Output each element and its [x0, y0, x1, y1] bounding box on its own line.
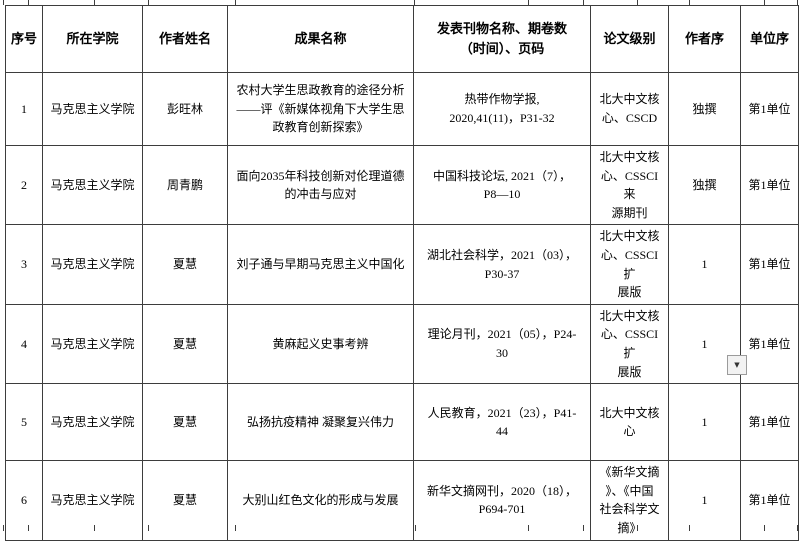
table-row: 2 马克思主义学院 周青鹏 面向2035年科技创新对伦理道德 的冲击与应对 中国… [5, 144, 799, 226]
cell-journal[interactable]: 中国科技论坛, 2021（7）， P8—10 [413, 144, 591, 226]
cell-dropdown-button[interactable]: ▼ [727, 355, 747, 375]
grid-line [28, 0, 29, 5]
header-row: 序号 所在学院 作者姓名 成果名称 发表刊物名称、期卷数 （时间）、页码 论文级… [5, 5, 799, 73]
cell-journal[interactable]: 人民教育，2021（23），P41- 44 [413, 383, 591, 462]
grid-line [689, 0, 690, 5]
cell-index[interactable]: 6 [5, 460, 43, 541]
table-row: 3 马克思主义学院 夏慧 刘子通与早期马克思主义中国化 湖北社会科学，2021（… [5, 224, 799, 305]
table-row: 6 马克思主义学院 夏慧 大别山红色文化的形成与发展 新华文摘网刊，2020（1… [5, 460, 799, 541]
cell-author-order[interactable]: 1 [668, 224, 741, 305]
cell-unit-order[interactable]: 第1单位 [740, 383, 799, 462]
header-author-order[interactable]: 作者序 [668, 5, 741, 73]
header-index[interactable]: 序号 [5, 5, 43, 73]
cell-college[interactable]: 马克思主义学院 [42, 72, 143, 146]
chevron-down-icon: ▼ [734, 360, 740, 369]
cell-level[interactable]: 《新华文摘 》、《中国 社会科学文 摘》 [590, 460, 669, 541]
table-row: 1 马克思主义学院 彭旺林 农村大学生思政教育的途径分析 ——评《新媒体视角下大… [5, 72, 799, 146]
grid-line [689, 525, 690, 531]
cell-journal[interactable]: 理论月刊，2021（05），P24- 30 [413, 303, 591, 385]
cell-title[interactable]: 大别山红色文化的形成与发展 [227, 460, 414, 541]
cell-author[interactable]: 夏慧 [142, 303, 228, 385]
cell-index[interactable]: 3 [5, 224, 43, 305]
grid-line [94, 0, 95, 5]
grid-line [583, 525, 584, 531]
cell-author[interactable]: 周青鹏 [142, 144, 228, 226]
cell-author[interactable]: 夏慧 [142, 224, 228, 305]
grid-line [235, 0, 236, 5]
cell-index[interactable]: 1 [5, 72, 43, 146]
grid-line [415, 525, 416, 531]
cell-level[interactable]: 北大中文核 心、CSSCI来 源期刊 [590, 144, 669, 226]
grid-line [797, 0, 798, 5]
header-title[interactable]: 成果名称 [227, 5, 414, 73]
grid-line [94, 525, 95, 531]
cell-title[interactable]: 黄麻起义史事考辨 [227, 303, 414, 385]
cell-index[interactable]: 5 [5, 383, 43, 462]
grid-line [583, 0, 584, 5]
cell-college[interactable]: 马克思主义学院 [42, 224, 143, 305]
grid-line [3, 0, 4, 5]
grid-line [764, 0, 765, 5]
grid-line [797, 525, 798, 531]
cell-author[interactable]: 夏慧 [142, 383, 228, 462]
cell-author-order[interactable]: 1 [668, 460, 741, 541]
cell-title[interactable]: 刘子通与早期马克思主义中国化 [227, 224, 414, 305]
cell-title[interactable]: 面向2035年科技创新对伦理道德 的冲击与应对 [227, 144, 414, 226]
cell-title[interactable]: 弘扬抗疫精神 凝聚复兴伟力 [227, 383, 414, 462]
header-author[interactable]: 作者姓名 [142, 5, 228, 73]
grid-line [28, 525, 29, 531]
cell-level[interactable]: 北大中文核 心、CSCD [590, 72, 669, 146]
cell-unit-order[interactable]: 第1单位 [740, 224, 799, 305]
cell-journal[interactable]: 热带作物学报, 2020,41(11)，P31-32 [413, 72, 591, 146]
cell-journal[interactable]: 新华文摘网刊，2020（18）， P694-701 [413, 460, 591, 541]
cell-unit-order[interactable]: 第1单位 [740, 303, 799, 385]
grid-line [235, 525, 236, 531]
grid-line [3, 525, 4, 531]
grid-line [637, 0, 638, 5]
header-unit-order[interactable]: 单位序 [740, 5, 799, 73]
table-row: 5 马克思主义学院 夏慧 弘扬抗疫精神 凝聚复兴伟力 人民教育，2021（23）… [5, 383, 799, 462]
grid-line [637, 525, 638, 531]
cell-unit-order[interactable]: 第1单位 [740, 460, 799, 541]
cell-index[interactable]: 2 [5, 144, 43, 226]
cell-level[interactable]: 北大中文核 心 [590, 383, 669, 462]
cell-journal[interactable]: 湖北社会科学，2021（03）， P30-37 [413, 224, 591, 305]
cell-unit-order[interactable]: 第1单位 [740, 144, 799, 226]
cell-college[interactable]: 马克思主义学院 [42, 460, 143, 541]
cell-title[interactable]: 农村大学生思政教育的途径分析 ——评《新媒体视角下大学生思 政教育创新探索》 [227, 72, 414, 146]
grid-line [764, 525, 765, 531]
table-row: 4 马克思主义学院 夏慧 黄麻起义史事考辨 理论月刊，2021（05），P24-… [5, 303, 799, 385]
grid-line [528, 525, 529, 531]
grid-line [528, 0, 529, 5]
header-level[interactable]: 论文级别 [590, 5, 669, 73]
cell-index[interactable]: 4 [5, 303, 43, 385]
cell-college[interactable]: 马克思主义学院 [42, 383, 143, 462]
cell-author-order[interactable]: 独撰 [668, 72, 741, 146]
header-journal[interactable]: 发表刊物名称、期卷数 （时间）、页码 [413, 5, 591, 73]
cell-level[interactable]: 北大中文核 心、CSSCI扩 展版 [590, 303, 669, 385]
cell-level[interactable]: 北大中文核 心、CSSCI扩 展版 [590, 224, 669, 305]
cell-author-order[interactable]: 1 [668, 383, 741, 462]
cell-author[interactable]: 彭旺林 [142, 72, 228, 146]
grid-line [414, 0, 415, 5]
cell-unit-order[interactable]: 第1单位 [740, 72, 799, 146]
cell-author-order[interactable]: 独撰 [668, 144, 741, 226]
cell-college[interactable]: 马克思主义学院 [42, 303, 143, 385]
publications-table: 序号 所在学院 作者姓名 成果名称 发表刊物名称、期卷数 （时间）、页码 论文级… [5, 5, 799, 541]
cell-college[interactable]: 马克思主义学院 [42, 144, 143, 226]
header-college[interactable]: 所在学院 [42, 5, 143, 73]
grid-line [148, 0, 149, 5]
cell-author[interactable]: 夏慧 [142, 460, 228, 541]
grid-line [148, 525, 149, 531]
